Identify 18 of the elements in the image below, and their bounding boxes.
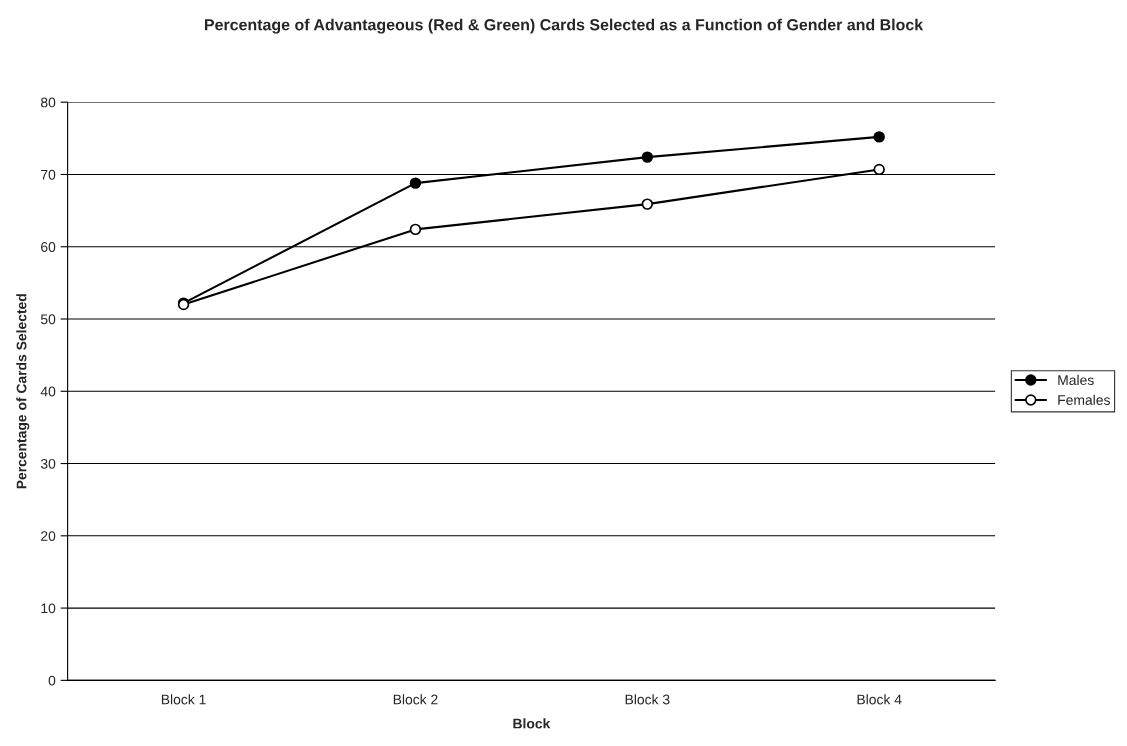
y-tick-label: 50 — [40, 314, 56, 325]
legend-label: Males — [1058, 374, 1094, 386]
x-tick-label: Block 2 — [393, 694, 438, 705]
x-tick-label: Block 4 — [857, 694, 902, 705]
x-tick-label: Block 1 — [161, 694, 206, 705]
x-axis-title: Block — [513, 718, 551, 729]
y-tick-label: 30 — [40, 458, 56, 469]
y-tick-label: 60 — [41, 242, 56, 252]
y-tick-label: 80 — [40, 97, 56, 108]
y-tick-label: 0 — [48, 675, 56, 686]
x-tick-label: Block 3 — [625, 694, 670, 705]
y-tick-label: 70 — [41, 169, 56, 180]
legend-label: Females — [1058, 394, 1110, 405]
y-axis-title: Percentage of Cards Selected — [16, 294, 30, 489]
y-tick-label: 20 — [41, 531, 56, 541]
chart-title: Percentage of Advantageous (Red & Green) Cards Selected as a Function of Gender and Block — [204, 18, 924, 34]
y-tick-label: 40 — [40, 386, 56, 397]
y-tick-label: 10 — [41, 603, 56, 614]
